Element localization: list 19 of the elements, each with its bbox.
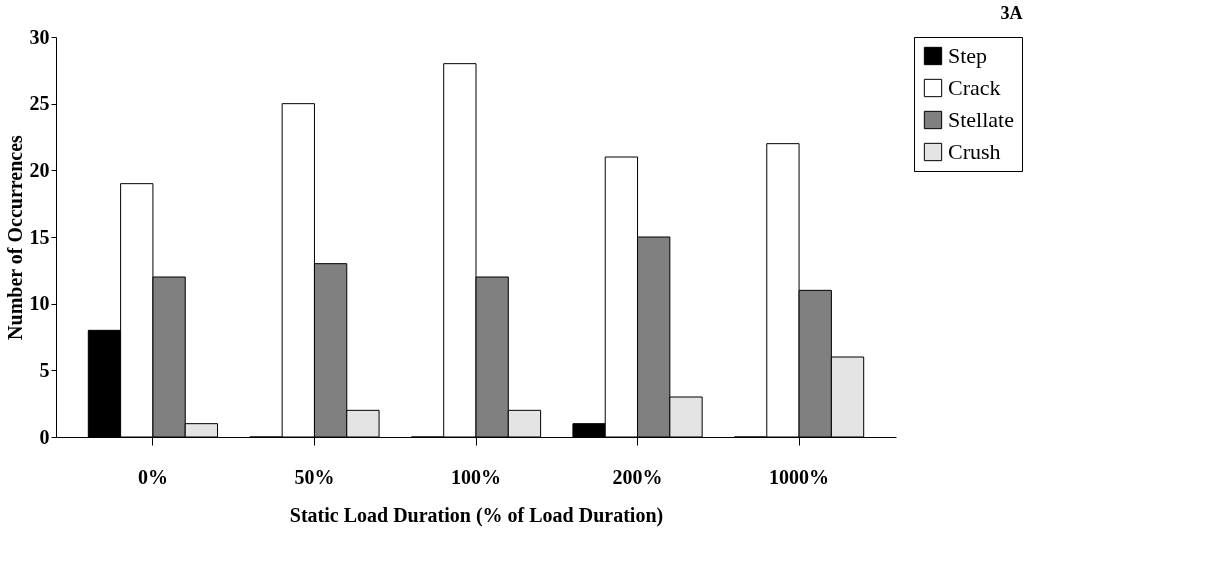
y-tick-label: 0 xyxy=(39,425,50,448)
legend-label: Stellate xyxy=(948,107,1014,132)
x-tick-label: 100% xyxy=(451,465,501,488)
x-tick-label: 50% xyxy=(294,465,335,488)
y-tick-label: 5 xyxy=(39,358,50,381)
x-tick-label: 0% xyxy=(137,465,168,488)
y-tick-label: 25 xyxy=(29,92,50,115)
x-tick-label: 200% xyxy=(612,465,663,488)
x-axis-title: Static Load Duration (% of Load Duration) xyxy=(289,503,664,527)
y-axis-title: Number of Occurrences xyxy=(3,134,26,340)
y-tick-label: 15 xyxy=(29,225,50,248)
legend-label: Crack xyxy=(948,75,1001,100)
legend-label: Crush xyxy=(948,139,1001,164)
y-tick-label: 30 xyxy=(29,25,50,48)
legend-label: Step xyxy=(948,43,988,68)
y-tick-label: 20 xyxy=(29,158,50,181)
y-tick-label: 10 xyxy=(29,292,50,315)
text: 3A xyxy=(1000,3,1023,23)
x-tick-label: 1000% xyxy=(769,465,830,488)
